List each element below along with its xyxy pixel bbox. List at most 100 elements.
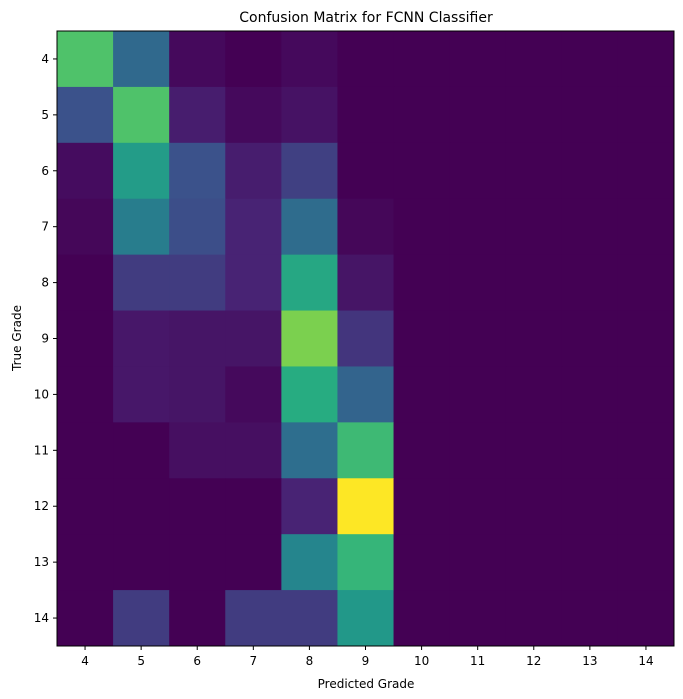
heatmap-cell: [281, 366, 338, 423]
x-tick-label: 14: [638, 654, 653, 668]
heatmap-cell: [225, 534, 282, 591]
y-axis-ticks: 4 5 6 7 8 9 10 11 12 13 14: [34, 52, 57, 625]
heatmap-cell: [505, 254, 563, 312]
heatmap-cell: [225, 198, 282, 256]
heatmap-cell: [337, 142, 395, 200]
heatmap-cell: [617, 198, 675, 256]
heatmap-cell: [561, 478, 619, 535]
x-tick-label: 4: [81, 654, 89, 668]
y-axis-label: True Grade: [10, 305, 24, 372]
heatmap-cell: [337, 534, 395, 591]
heatmap-cell: [225, 478, 282, 535]
heatmap-cell: [113, 310, 170, 367]
heatmap-cell: [337, 254, 395, 312]
heatmap-cell: [505, 310, 563, 367]
heatmap-cell: [169, 534, 226, 591]
heatmap-cell: [393, 198, 451, 256]
heatmap-cell: [449, 254, 507, 312]
heatmap-cell: [281, 478, 338, 535]
heatmap-cell: [617, 31, 675, 88]
heatmap-cell: [617, 590, 675, 647]
y-tick-label: 10: [34, 387, 49, 401]
y-tick-label: 4: [41, 52, 49, 66]
heatmap-cell: [113, 366, 170, 423]
heatmap-cell: [393, 254, 451, 312]
x-tick-label: 11: [470, 654, 485, 668]
heatmap-cell: [449, 310, 507, 367]
heatmap-cell: [449, 142, 507, 200]
x-tick-label: 7: [249, 654, 257, 668]
heatmap-cell: [337, 590, 395, 647]
heatmap-cell: [449, 31, 507, 88]
heatmap-cell: [337, 31, 395, 88]
heatmap-cell: [169, 310, 226, 367]
heatmap-cell: [393, 478, 451, 535]
y-tick-label: 12: [34, 499, 49, 513]
heatmap-cell: [617, 310, 675, 367]
y-tick-label: 9: [41, 332, 49, 346]
x-tick-label: 12: [526, 654, 541, 668]
heatmap-cell: [337, 366, 395, 423]
heatmap-cell: [561, 310, 619, 367]
heatmap-cell: [281, 590, 338, 647]
heatmap-cell: [113, 86, 170, 144]
heatmap-cell: [561, 366, 619, 423]
heatmap-cell: [169, 198, 226, 256]
heatmap-cell: [57, 86, 114, 144]
heatmap-cell: [505, 422, 563, 479]
heatmap-cell: [449, 86, 507, 144]
heatmap-cell: [57, 478, 114, 535]
x-tick-label: 13: [582, 654, 597, 668]
heatmap-cell: [337, 198, 395, 256]
heatmap-cell: [225, 86, 282, 144]
heatmap-cell: [169, 254, 226, 312]
heatmap-cell: [113, 31, 170, 88]
heatmap-cell: [225, 422, 282, 479]
heatmap-cell: [561, 142, 619, 200]
heatmap-cell: [617, 478, 675, 535]
heatmap-cell: [57, 198, 114, 256]
heatmap-cell: [281, 142, 338, 200]
heatmap-cell: [113, 590, 170, 647]
heatmap-cell: [505, 478, 563, 535]
heatmap-cell: [449, 366, 507, 423]
y-tick-label: 7: [41, 220, 49, 234]
heatmap-cell: [169, 142, 226, 200]
heatmap-cell: [393, 310, 451, 367]
y-tick-label: 6: [41, 164, 49, 178]
heatmap-cell: [561, 254, 619, 312]
heatmap-cell: [113, 422, 170, 479]
heatmap-cell: [225, 310, 282, 367]
heatmap-cell: [617, 422, 675, 479]
heatmap-cell: [57, 310, 114, 367]
heatmap-cell: [281, 31, 338, 88]
heatmap-cell: [449, 534, 507, 591]
heatmap-cell: [617, 254, 675, 312]
heatmap-cell: [505, 534, 563, 591]
heatmap-cell: [281, 422, 338, 479]
heatmap-cell: [57, 534, 114, 591]
heatmap-cell: [449, 478, 507, 535]
heatmap-cell: [113, 254, 170, 312]
heatmap-cell: [393, 366, 451, 423]
heatmap-cell: [617, 534, 675, 591]
x-tick-label: 8: [306, 654, 314, 668]
heatmap-cell: [561, 590, 619, 647]
heatmap-cell: [169, 590, 226, 647]
heatmap-cell: [393, 86, 451, 144]
heatmap-cell: [57, 366, 114, 423]
heatmap-cell: [561, 422, 619, 479]
heatmap-cell: [281, 310, 338, 367]
heatmap-cell: [561, 86, 619, 144]
heatmap-cell: [561, 31, 619, 88]
heatmap-cell: [169, 86, 226, 144]
heatmap-cell: [393, 422, 451, 479]
y-tick-label: 14: [34, 611, 49, 625]
y-tick-label: 13: [34, 555, 49, 569]
heatmap-cell: [617, 86, 675, 144]
heatmap-cell: [561, 198, 619, 256]
x-tick-label: 10: [414, 654, 429, 668]
heatmap-cell: [617, 142, 675, 200]
heatmap-cell: [113, 198, 170, 256]
